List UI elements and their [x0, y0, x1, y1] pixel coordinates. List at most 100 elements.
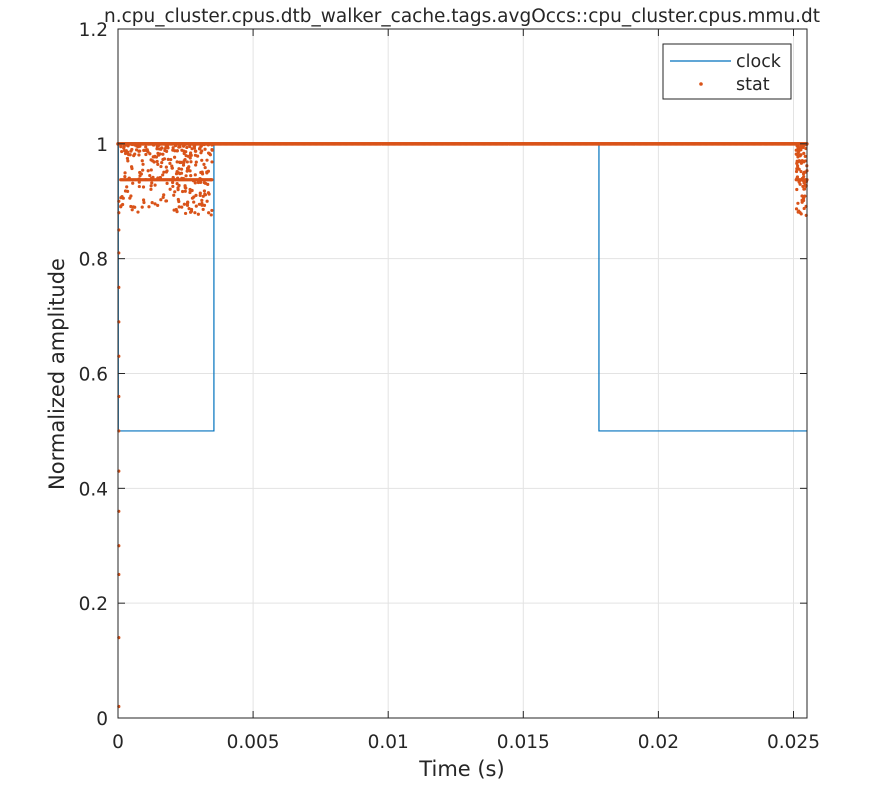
stat-point [184, 154, 188, 158]
stat-point [171, 180, 175, 185]
stat-point [149, 176, 153, 181]
stat-point [198, 191, 202, 195]
stat-point [193, 153, 198, 157]
stat-point [198, 193, 202, 198]
stat-point [123, 151, 128, 156]
stat-point [206, 143, 210, 147]
stat-point [802, 151, 806, 155]
y-tick-label: 0.2 [79, 594, 108, 615]
stat-point [141, 162, 145, 166]
stat-point [120, 149, 124, 154]
stat-point [165, 181, 169, 185]
stat-point [796, 201, 800, 205]
stat-point [161, 152, 165, 156]
stat-point [137, 180, 141, 184]
stat-point [188, 156, 192, 160]
stat-point [178, 145, 182, 149]
stat-point [796, 142, 800, 146]
stat-point [154, 155, 159, 159]
stat-point [205, 199, 209, 203]
stat-point [201, 194, 205, 198]
stat-point [190, 147, 194, 151]
stat-point [172, 208, 176, 212]
stat-point [177, 167, 181, 171]
stat-point [798, 154, 802, 158]
stat-point [208, 153, 212, 157]
stat-point [123, 149, 127, 153]
stat-point [155, 147, 159, 151]
stat-point [205, 171, 209, 175]
stat-point [181, 142, 185, 146]
stat-point [185, 203, 190, 207]
stat-point [188, 187, 192, 192]
stat-point [797, 146, 801, 150]
stat-point [186, 167, 190, 171]
stat-point [209, 213, 213, 217]
stat-point [146, 169, 150, 173]
stat-point [200, 172, 205, 176]
stat-point [168, 187, 172, 191]
stat-point [185, 160, 189, 164]
stat-point [126, 159, 130, 163]
stat-point [194, 193, 198, 197]
stat-point [795, 152, 799, 157]
axes: 0 0.005 0.01 0.015 0.02 0.025 0 0.2 0.4 0.6 0.8 1 1.… [79, 20, 820, 753]
stat-point [185, 145, 189, 150]
stat-point [150, 181, 154, 185]
stat-point [176, 197, 180, 202]
stat-point [196, 212, 200, 216]
stat-point [138, 144, 142, 148]
stat-point [181, 163, 186, 167]
legend-box [662, 43, 792, 100]
stat-point [176, 176, 180, 180]
legend-stat-label: stat [736, 75, 770, 95]
stat-point [199, 151, 203, 155]
stat-point [140, 159, 144, 163]
stat-point [188, 169, 192, 173]
stat-point [173, 155, 177, 159]
stat-point [183, 158, 187, 162]
stat-point [196, 180, 200, 185]
stat-point [802, 181, 806, 185]
stat-point [180, 205, 184, 209]
stat-point [144, 177, 148, 182]
stat-point [193, 211, 197, 215]
stat-point [129, 165, 134, 169]
stat-point [210, 160, 214, 164]
stat-point [183, 189, 187, 193]
stat-point [151, 159, 155, 163]
stat-point [169, 157, 173, 162]
stat-point [191, 179, 196, 183]
stat-point [800, 194, 804, 198]
stat-point [127, 176, 131, 181]
stat-point [142, 148, 146, 152]
stat-point [202, 203, 207, 207]
stat-point [803, 194, 807, 198]
stat-point [134, 148, 139, 152]
stat-point [137, 153, 141, 157]
stat-point [159, 142, 163, 146]
stat-point [147, 142, 151, 146]
stat-point [176, 142, 180, 146]
stat-point [795, 187, 799, 192]
stat-point [141, 185, 146, 189]
stat-point [153, 202, 157, 206]
stat-point [162, 193, 166, 197]
stat-point [187, 207, 191, 211]
stat-point [137, 184, 141, 189]
stat-point [160, 161, 164, 165]
stat-point [151, 155, 155, 159]
legend: clock stat [662, 43, 792, 100]
stat-point [171, 184, 175, 189]
stat-point [188, 190, 192, 195]
stat-point [176, 188, 180, 192]
stat-point [201, 207, 205, 212]
stat-point [801, 184, 805, 189]
stat-point [182, 202, 186, 206]
stat-point [149, 184, 153, 188]
stat-point [202, 181, 206, 185]
stat-point [125, 143, 129, 147]
stat-point [133, 142, 137, 147]
stat-point [148, 152, 152, 156]
stat-point [131, 181, 135, 185]
